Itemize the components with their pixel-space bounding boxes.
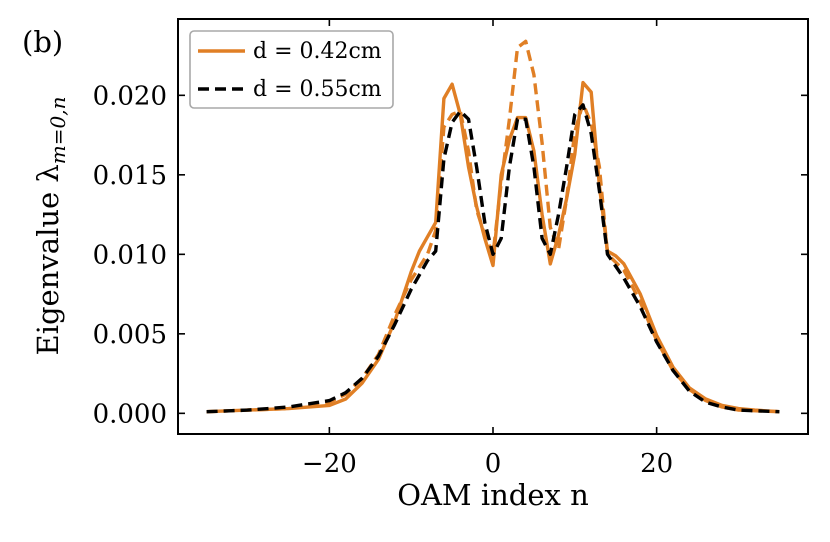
legend-label-1: d = 0.55cm — [253, 77, 382, 102]
y-tick-label-1: 0.005 — [93, 320, 167, 350]
series-layer — [206, 39, 780, 414]
y-axis-label-subscript: m=0,n — [46, 97, 70, 165]
y-axis-label-text: Eigenvalue λ — [31, 164, 65, 355]
x-tick-label-1: 0 — [485, 449, 502, 479]
series-line-2 — [206, 103, 780, 414]
x-tick-label-2: 20 — [640, 449, 673, 479]
x-tick-label-0: −20 — [302, 449, 357, 479]
y-tick-label-0: 0.000 — [93, 399, 167, 429]
series-line-0 — [206, 80, 780, 414]
x-axis-label-text: OAM index n — [397, 478, 589, 512]
y-tick-label-3: 0.015 — [93, 161, 167, 191]
y-axis-label: Eigenvalue λm=0,n — [31, 97, 70, 356]
y-tick-label-2: 0.010 — [93, 240, 167, 270]
y-tick-label-4: 0.020 — [93, 81, 167, 111]
series-line-1 — [206, 39, 780, 414]
x-axis-label: OAM index n — [397, 478, 589, 512]
legend-label-0: d = 0.42cm — [253, 39, 382, 64]
panel-label: (b) — [22, 25, 63, 59]
ticks-layer: −20 0 20 0.000 0.005 0.010 0.015 0.020 — [93, 19, 808, 479]
legend: d = 0.42cm d = 0.55cm — [189, 30, 394, 109]
